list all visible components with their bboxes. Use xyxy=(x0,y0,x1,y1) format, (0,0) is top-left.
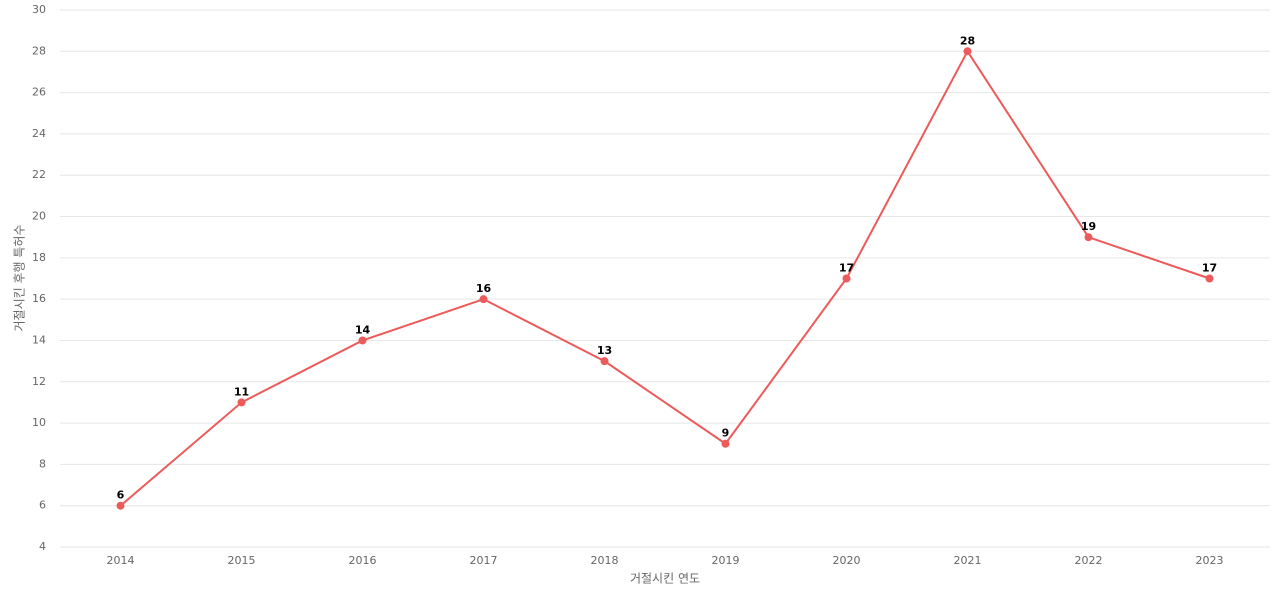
y-tick-label: 8 xyxy=(39,457,46,470)
data-point xyxy=(116,501,125,510)
y-tick-label: 28 xyxy=(32,44,46,57)
data-label: 16 xyxy=(476,282,492,295)
y-axis-title: 거절시킨 후행 특허수 xyxy=(12,225,27,332)
x-tick-label: 2017 xyxy=(470,554,498,567)
y-tick-label: 12 xyxy=(32,375,46,388)
data-label: 9 xyxy=(722,427,730,440)
data-point xyxy=(1084,233,1093,242)
data-label: 14 xyxy=(355,323,371,336)
data-point xyxy=(479,295,488,304)
y-tick-label: 6 xyxy=(39,499,46,512)
data-point xyxy=(237,398,246,407)
x-tick-label: 2022 xyxy=(1075,554,1103,567)
x-tick-label: 2018 xyxy=(591,554,619,567)
y-tick-label: 24 xyxy=(32,127,46,140)
x-tick-label: 2020 xyxy=(833,554,861,567)
data-label: 17 xyxy=(1202,262,1217,275)
x-tick-label: 2015 xyxy=(228,554,256,567)
data-label: 19 xyxy=(1081,220,1096,233)
y-tick-label: 18 xyxy=(32,251,46,264)
data-point xyxy=(721,439,730,448)
data-label: 13 xyxy=(597,344,612,357)
data-line xyxy=(119,49,1210,507)
y-tick-label: 30 xyxy=(32,3,46,16)
y-tick-label: 26 xyxy=(32,86,46,99)
data-label: 17 xyxy=(839,262,854,275)
y-tick-label: 4 xyxy=(39,540,46,553)
data-point xyxy=(358,336,367,345)
y-tick-label: 16 xyxy=(32,292,46,305)
data-point xyxy=(963,47,972,56)
y-tick-label: 20 xyxy=(32,210,46,223)
y-tick-label: 22 xyxy=(32,168,46,181)
y-tick-label: 14 xyxy=(32,333,46,346)
x-tick-label: 2014 xyxy=(107,554,135,567)
y-tick-label: 10 xyxy=(32,416,46,429)
data-label: 6 xyxy=(117,489,125,502)
x-tick-label: 2023 xyxy=(1196,554,1224,567)
x-tick-label: 2016 xyxy=(349,554,377,567)
data-point xyxy=(1205,274,1214,283)
data-label: 28 xyxy=(960,34,975,47)
data-point xyxy=(600,357,609,366)
x-axis-title: 거절시킨 연도 xyxy=(630,572,700,586)
x-tick-label: 2019 xyxy=(712,554,740,567)
x-tick-label: 2021 xyxy=(954,554,982,567)
data-point xyxy=(842,274,851,283)
data-label: 11 xyxy=(234,385,249,398)
